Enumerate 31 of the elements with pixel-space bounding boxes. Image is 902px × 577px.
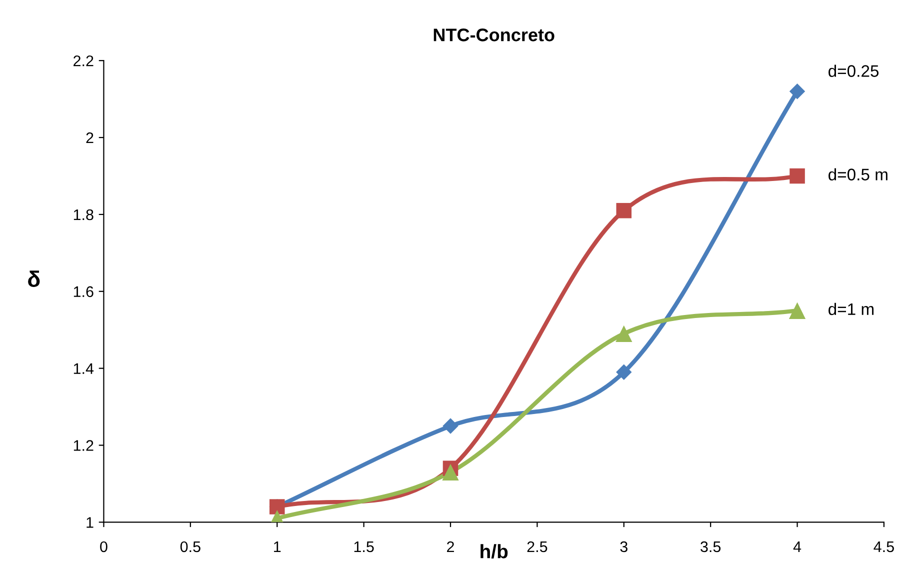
y-tick-label: 1.4 — [74, 363, 94, 374]
point — [442, 464, 459, 481]
x-tick-label: 0 — [100, 541, 108, 552]
y-tick-label: 1.2 — [74, 440, 94, 451]
series-label: d=0.5 m — [828, 168, 888, 180]
x-tick-label: 4 — [793, 541, 802, 552]
y-tick-label: 2 — [86, 132, 94, 144]
x-tick-label: 2 — [447, 541, 454, 552]
y-tick-label: 1 — [86, 517, 94, 528]
y-axis-title: δ — [28, 270, 40, 287]
x-tick-label: 4.5 — [874, 541, 894, 552]
point — [616, 325, 632, 342]
y-tick-label: 1.8 — [74, 209, 94, 220]
point — [442, 418, 458, 434]
x-tick-label: 2.5 — [527, 541, 548, 552]
x-tick-label: 3 — [620, 541, 628, 552]
point — [789, 84, 806, 100]
point — [616, 202, 632, 218]
point — [790, 168, 805, 184]
point — [788, 302, 806, 319]
x-tick-label: 3.5 — [700, 541, 721, 552]
y-tick-label: 1.6 — [74, 286, 94, 298]
chart-title: NTC-Concreto — [434, 28, 554, 42]
x-tick-label: 1 — [274, 541, 281, 552]
series-label: d=1 m — [828, 302, 874, 316]
x-tick-label: 0.5 — [180, 541, 200, 552]
x-tick-label: 1.5 — [354, 541, 374, 552]
point — [616, 364, 632, 380]
x-axis-title: h/b — [480, 544, 508, 559]
y-tick-label: 2.2 — [74, 55, 94, 66]
series-label: d=0.25 — [828, 64, 879, 77]
